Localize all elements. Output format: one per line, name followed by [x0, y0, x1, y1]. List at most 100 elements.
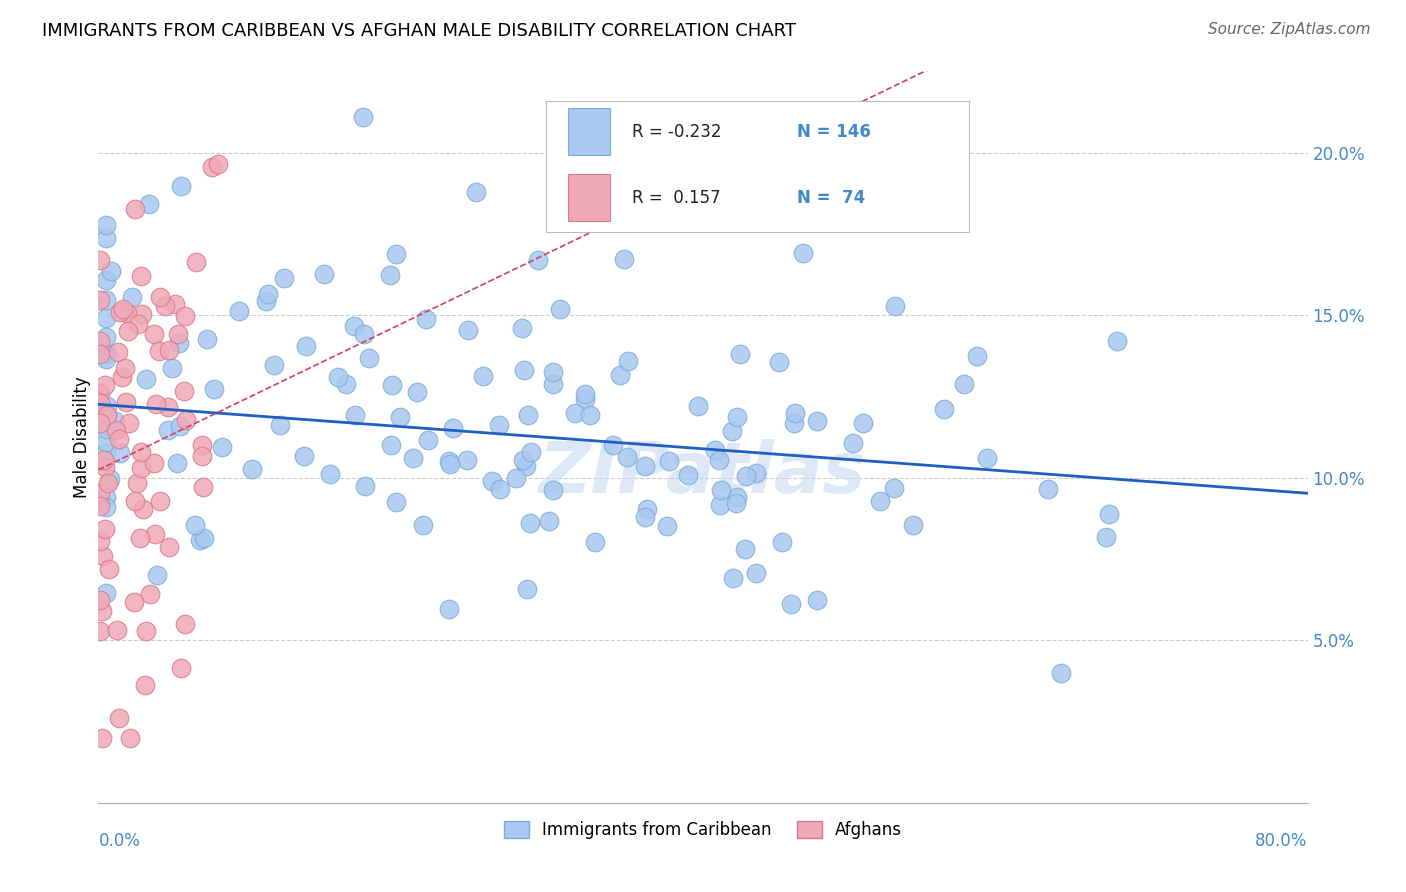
Point	[107, 344, 129, 359]
Point	[353, 326, 375, 341]
Point	[94, 490, 117, 504]
Point	[388, 409, 411, 424]
Point	[583, 535, 606, 549]
Point	[89, 593, 111, 607]
Point	[852, 416, 875, 430]
Point	[1036, 482, 1059, 496]
Point	[166, 327, 188, 342]
Point	[100, 264, 122, 278]
Point	[160, 361, 183, 376]
Text: ZIPatlas: ZIPatlas	[540, 439, 866, 508]
Point	[195, 332, 218, 346]
Point	[734, 541, 756, 556]
Point	[344, 409, 367, 423]
Point	[783, 416, 806, 430]
Point	[541, 377, 564, 392]
Point	[191, 438, 214, 452]
Point	[98, 471, 121, 485]
Point	[118, 417, 141, 431]
Point	[616, 354, 638, 368]
Point	[976, 451, 998, 466]
Point	[89, 334, 111, 349]
Point	[94, 422, 117, 436]
Point	[335, 376, 357, 391]
Point	[157, 343, 180, 358]
Point	[439, 601, 461, 615]
Point	[94, 460, 117, 475]
Point	[143, 456, 166, 470]
Point	[94, 218, 117, 232]
Point	[609, 368, 631, 383]
Point	[174, 309, 197, 323]
Point	[89, 252, 111, 267]
Point	[170, 178, 193, 193]
Point	[89, 486, 111, 500]
Legend: Immigrants from Caribbean, Afghans: Immigrants from Caribbean, Afghans	[498, 814, 908, 846]
Point	[657, 519, 679, 533]
Point	[273, 271, 295, 285]
Point	[779, 598, 801, 612]
FancyBboxPatch shape	[568, 108, 610, 155]
Point	[110, 304, 132, 318]
Point	[537, 514, 560, 528]
Point	[169, 418, 191, 433]
Point	[380, 438, 402, 452]
Point	[94, 434, 117, 449]
Point	[505, 470, 527, 484]
Point	[90, 604, 112, 618]
Point	[149, 290, 172, 304]
Point	[725, 496, 748, 510]
Point	[93, 452, 115, 467]
Point	[745, 466, 768, 480]
Text: 80.0%: 80.0%	[1256, 832, 1308, 850]
Point	[108, 711, 131, 725]
Point	[94, 346, 117, 360]
Point	[166, 457, 188, 471]
Point	[785, 406, 807, 420]
Point	[842, 435, 865, 450]
Point	[93, 522, 115, 536]
Point	[686, 399, 709, 413]
Point	[170, 661, 193, 675]
Point	[129, 461, 152, 475]
Point	[517, 408, 540, 422]
Point	[1107, 334, 1129, 349]
Point	[89, 416, 111, 430]
Point	[457, 323, 479, 337]
Point	[145, 568, 167, 582]
Point	[312, 267, 335, 281]
Point	[412, 518, 434, 533]
Point	[94, 352, 117, 367]
Point	[145, 397, 167, 411]
Point	[512, 320, 534, 334]
Point	[143, 526, 166, 541]
Point	[441, 421, 464, 435]
Point	[157, 541, 180, 555]
Point	[94, 330, 117, 344]
Point	[156, 401, 179, 415]
Point	[294, 339, 316, 353]
Point	[191, 480, 214, 494]
Point	[512, 453, 534, 467]
Point	[184, 518, 207, 533]
Point	[471, 369, 494, 384]
Point	[541, 365, 564, 379]
Point	[94, 231, 117, 245]
Point	[488, 417, 510, 432]
Text: 0.0%: 0.0%	[98, 832, 141, 850]
Text: R =  0.157: R = 0.157	[631, 188, 720, 207]
Point	[148, 344, 170, 359]
Point	[658, 454, 681, 468]
Y-axis label: Male Disability: Male Disability	[73, 376, 91, 498]
Point	[114, 361, 136, 376]
Point	[96, 409, 118, 423]
Point	[901, 517, 924, 532]
Point	[117, 325, 139, 339]
Point	[96, 400, 118, 414]
Point	[405, 384, 427, 399]
Point	[143, 326, 166, 341]
Point	[381, 378, 404, 392]
Point	[184, 255, 207, 269]
Point	[707, 452, 730, 467]
Point	[1098, 508, 1121, 522]
